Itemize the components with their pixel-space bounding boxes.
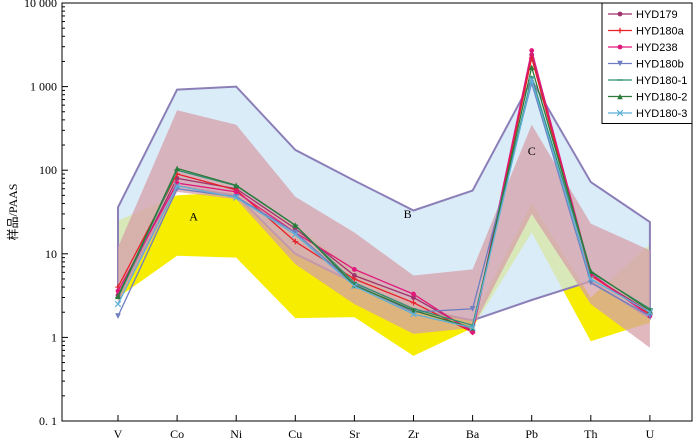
x-tick-label-u: U: [646, 427, 655, 441]
legend-item-hyd179: HYD179: [608, 9, 678, 21]
legend-label-hyd180-1: HYD180-1: [636, 75, 687, 87]
point-hyd179-zr: [411, 295, 416, 300]
zone-overlap-area: [118, 110, 650, 348]
series-line-hyd180-1: [117, 74, 651, 327]
point-hyd180-3-sr: [351, 282, 358, 290]
labels-layer: A B C: [189, 144, 535, 223]
point-hyd180-2-v: [115, 293, 121, 300]
legend-marker-hyd179: [617, 11, 623, 17]
y-tick-label: 1 000: [30, 80, 57, 94]
point-hyd180b-v: [115, 313, 121, 319]
y-tick-label: 10: [45, 247, 57, 261]
point-hyd180b-ba: [469, 305, 476, 312]
point-hyd180-3-pb: [528, 76, 535, 84]
legend-marker-hyd180a: [617, 27, 623, 34]
x-tick-label-th: Th: [584, 427, 597, 441]
point-hyd180-3-co: [173, 182, 181, 190]
legend-marker-hyd238: [617, 44, 623, 50]
series-line-hyd180-3: [117, 77, 651, 329]
point-hyd180a-cu: [292, 238, 299, 245]
point-hyd180-3-u: [646, 309, 654, 316]
legend-label-hyd180b: HYD180b: [636, 59, 684, 71]
legend: HYD179 HYD180a HYD238 HYD180b HYD180-1 HYD180…: [601, 2, 693, 124]
y-tick-label: 100: [39, 163, 57, 177]
point-hyd238-zr: [411, 291, 416, 297]
point-hyd180a-sr: [351, 276, 358, 282]
point-hyd238-ba: [470, 329, 475, 335]
point-hyd238-sr: [352, 267, 357, 272]
legend-item-hyd180-1: HYD180-1: [608, 75, 687, 87]
y-axis-title: 样品/PAAS: [5, 184, 20, 241]
point-hyd179-sr: [352, 273, 357, 278]
point-hyd180-3-th: [587, 275, 595, 283]
zone-label-a: A: [189, 209, 198, 223]
point-hyd180-3-cu: [292, 231, 299, 238]
legend-label-hyd180-2: HYD180-2: [636, 92, 687, 104]
point-hyd238-pb: [529, 48, 535, 53]
y-tick-label: 0. 1: [39, 414, 57, 428]
legend-item-hyd180a: HYD180a: [608, 26, 685, 38]
legend-item-hyd180-2: HYD180-2: [608, 92, 687, 104]
x-tick-label-ni: Ni: [230, 427, 243, 441]
zone-label-b: B: [404, 207, 412, 221]
point-hyd238-v: [115, 288, 121, 294]
legend-marker-hyd180-2: [617, 93, 623, 100]
point-hyd180b-th: [588, 279, 594, 286]
series-line-hyd238: [117, 50, 651, 334]
point-hyd180-3-zr: [410, 310, 417, 318]
legend-item-hyd180b: HYD180b: [608, 59, 684, 71]
point-hyd180-3-ni: [232, 194, 240, 201]
legend-label-hyd179: HYD179: [636, 9, 678, 21]
x-tick-label-zr: Zr: [408, 427, 419, 441]
x-tick-label-co: Co: [170, 427, 184, 441]
series-layer: [114, 48, 654, 336]
legend-label-hyd180-3: HYD180-3: [636, 108, 687, 120]
series-line-hyd180a: [117, 57, 651, 334]
legend-item-hyd238: HYD238: [608, 42, 678, 54]
x-tick-label-cu: Cu: [288, 427, 302, 441]
point-hyd180-2-co: [174, 165, 180, 172]
legend-marker-hyd180b: [617, 60, 623, 67]
x-tick-label-pb: Pb: [525, 427, 538, 441]
plot-frame: [61, 2, 693, 422]
point-hyd180-2-ni: [233, 182, 239, 189]
x-tick-label-ba: Ba: [466, 427, 480, 441]
series-line-hyd180-2: [117, 67, 651, 329]
legend-marker-hyd180-3: [616, 109, 624, 117]
series-hyd180-3: [114, 76, 654, 332]
legend-label-hyd238: HYD238: [636, 42, 678, 54]
point-hyd238-ni: [233, 189, 239, 195]
y-tick-label: 1: [51, 330, 57, 344]
point-hyd180a-zr: [410, 299, 417, 306]
point-hyd180-3-v: [114, 300, 122, 308]
legend-label-hyd180a: HYD180a: [636, 26, 685, 38]
point-hyd180-2-pb: [528, 64, 535, 71]
point-hyd180b-cu: [292, 229, 299, 236]
point-hyd180b-u: [647, 313, 653, 319]
x-tick-label-sr: Sr: [349, 427, 360, 441]
point-hyd180-3-ba: [469, 324, 476, 332]
y-tick-label: 10 000: [24, 0, 57, 10]
zone-label-c: C: [528, 144, 536, 158]
axes-layer: 0. 1 1 10 100 1 000 10 000 V Co Ni Cu Sr Zr Ba Pb Th U 样…: [5, 0, 693, 441]
legend-item-hyd180-3: HYD180-3: [608, 108, 687, 120]
point-hyd180-2-cu: [292, 222, 299, 228]
x-tick-label-v: V: [114, 427, 123, 441]
